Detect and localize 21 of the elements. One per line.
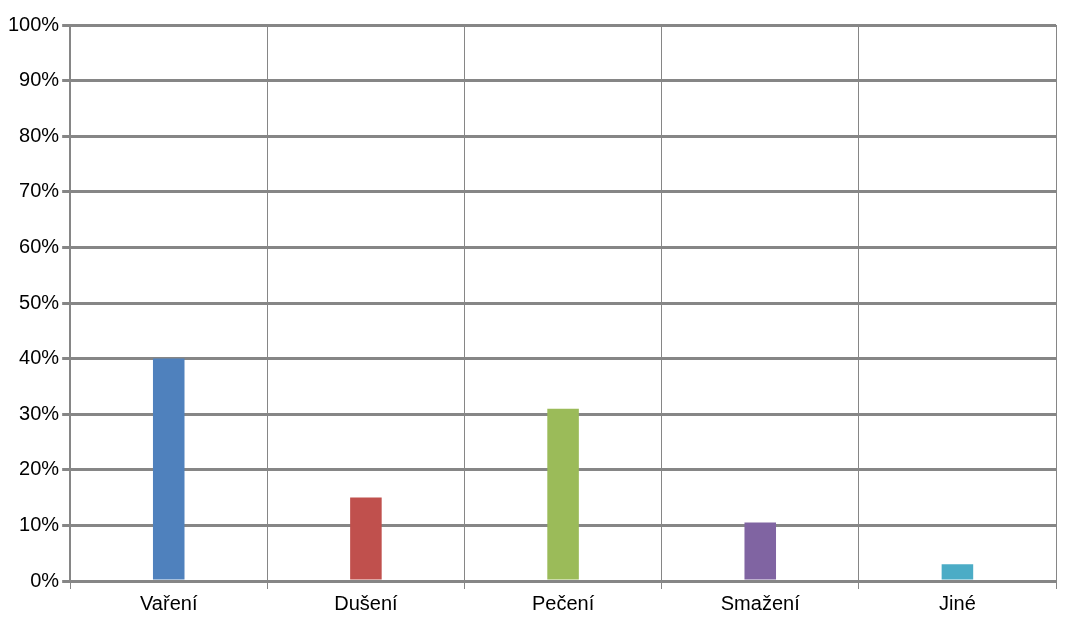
y-tick-label: 10% — [19, 512, 60, 535]
y-tick-label: 30% — [19, 401, 60, 424]
y-tick-label: 80% — [19, 123, 60, 146]
bar — [744, 522, 777, 580]
bar — [941, 564, 974, 580]
y-tick-label: 70% — [19, 179, 60, 202]
y-tick-label: 100% — [8, 12, 60, 35]
bar — [152, 358, 185, 580]
x-tick-label: Smažení — [720, 591, 801, 614]
bar — [350, 497, 382, 580]
y-tick-label: 90% — [19, 68, 60, 91]
x-tick-label: Dušení — [334, 591, 399, 614]
y-tick-label: 40% — [19, 346, 60, 369]
y-tick-label: 0% — [30, 568, 60, 591]
y-tick-label: 60% — [19, 234, 60, 257]
x-tick-label: Pečení — [531, 591, 595, 614]
bar — [547, 408, 579, 580]
y-tick-label: 50% — [19, 290, 60, 313]
x-tick-label: Jiné — [939, 591, 976, 614]
y-tick-label: 20% — [19, 457, 60, 480]
x-tick-label: Vaření — [140, 591, 198, 614]
